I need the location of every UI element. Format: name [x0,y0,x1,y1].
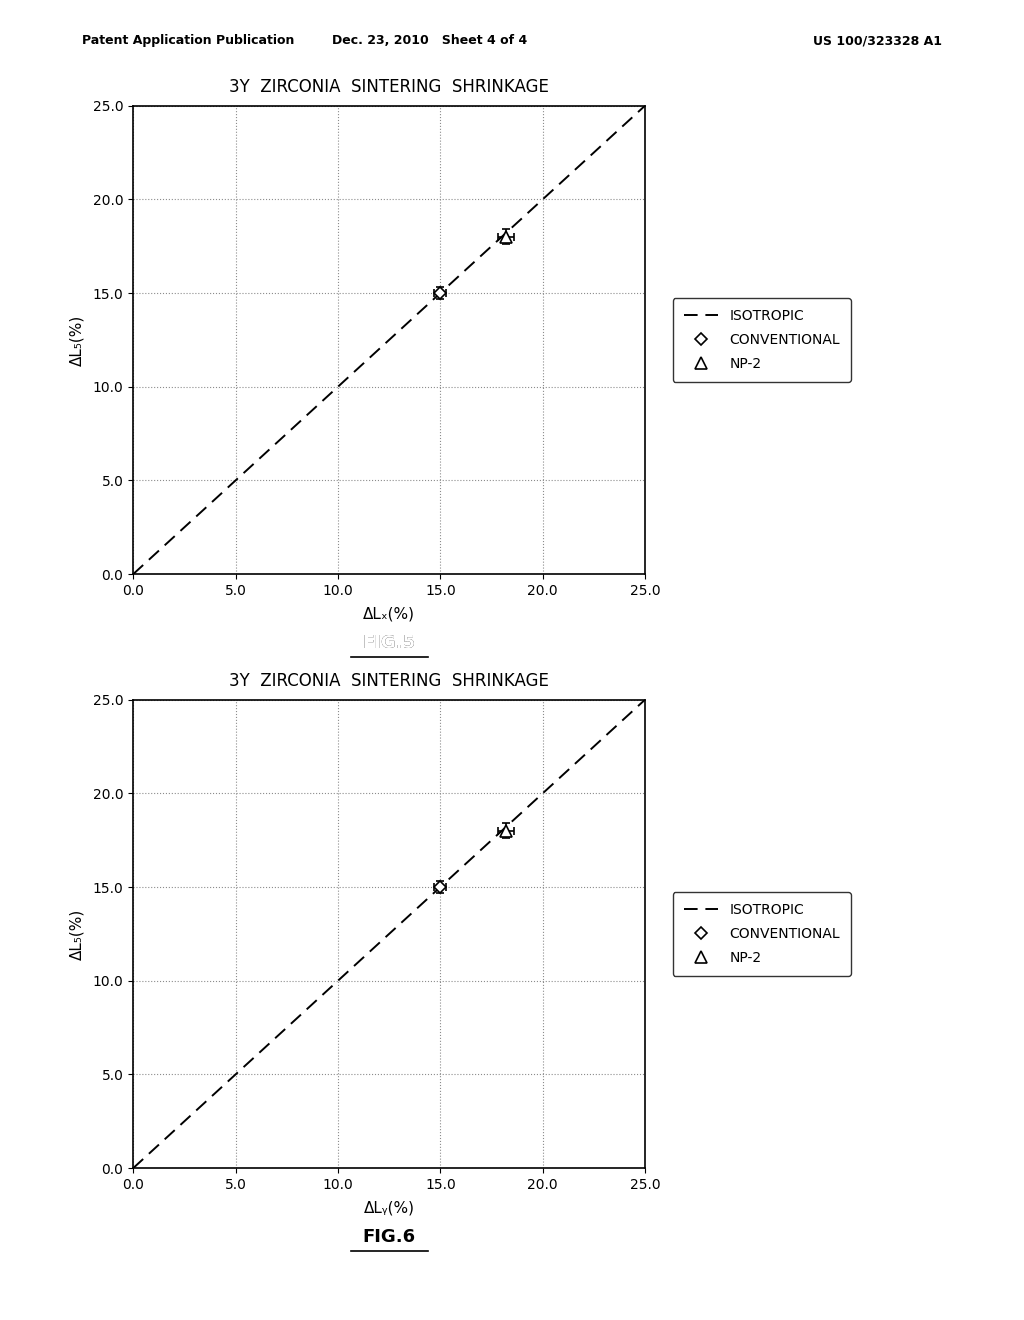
Text: US 100/323328 A1: US 100/323328 A1 [813,34,942,48]
Legend: ISOTROPIC, CONVENTIONAL, NP-2: ISOTROPIC, CONVENTIONAL, NP-2 [673,298,851,381]
X-axis label: ΔLᵧ(%): ΔLᵧ(%) [364,1200,415,1216]
Text: FIG.6: FIG.6 [362,1228,416,1246]
Text: Patent Application Publication: Patent Application Publication [82,34,294,48]
Y-axis label: ΔL₅(%): ΔL₅(%) [70,908,84,960]
Text: FIG.5: FIG.5 [362,634,416,652]
Title: 3Y  ZIRCONIA  SINTERING  SHRINKAGE: 3Y ZIRCONIA SINTERING SHRINKAGE [229,78,549,96]
Text: FIG.5: FIG.5 [362,634,416,652]
Legend: ISOTROPIC, CONVENTIONAL, NP-2: ISOTROPIC, CONVENTIONAL, NP-2 [673,892,851,975]
Y-axis label: ΔL₅(%): ΔL₅(%) [70,314,84,366]
X-axis label: ΔLₓ(%): ΔLₓ(%) [364,606,415,622]
Title: 3Y  ZIRCONIA  SINTERING  SHRINKAGE: 3Y ZIRCONIA SINTERING SHRINKAGE [229,672,549,690]
Text: Dec. 23, 2010   Sheet 4 of 4: Dec. 23, 2010 Sheet 4 of 4 [333,34,527,48]
